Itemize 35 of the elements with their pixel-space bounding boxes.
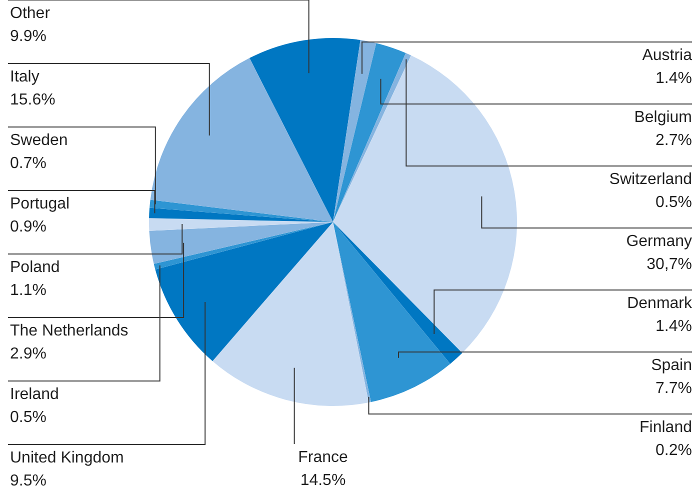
data-label: 15.6% [10, 92, 56, 108]
pie-slice [333, 222, 450, 402]
slice-label: Belgium [634, 109, 692, 126]
data-label: 7.7% [656, 380, 692, 397]
slice-label: Other [10, 5, 51, 22]
slice-label: France [298, 449, 348, 466]
slice-label: The Netherlands [10, 322, 128, 340]
data-label: 0.7% [10, 155, 46, 172]
data-label: 0.5% [10, 409, 46, 426]
slice-label: Switzerland [609, 171, 692, 188]
data-label: 9.9% [10, 28, 46, 45]
data-label: 1.4% [656, 70, 692, 87]
data-label: 1.4% [656, 318, 692, 335]
data-label: 0.2% [656, 442, 692, 459]
data-label: 2.7% [656, 132, 692, 149]
slice-label: Italy [10, 68, 40, 86]
data-label: 0.9% [10, 218, 46, 236]
slice-label: United Kingdom [10, 450, 124, 466]
slice-label: Portugal [10, 196, 70, 212]
slice-label: Poland [10, 259, 60, 276]
slice-label: Spain [651, 357, 692, 374]
slice-label: Denmark [627, 295, 693, 312]
data-label: 0.5% [656, 194, 692, 211]
data-label: 1.1% [10, 282, 46, 299]
data-label: 9.5% [10, 472, 46, 490]
pie-slice [333, 222, 462, 364]
pie-slice [150, 200, 333, 222]
slice-label: Germany [626, 233, 692, 250]
slice-label: Finland [640, 419, 692, 436]
data-label: 30,7% [646, 256, 692, 273]
slice-label: Ireland [10, 386, 59, 403]
slice-label: Sweden [10, 132, 68, 149]
data-label: 2.9% [10, 346, 46, 362]
slice-label: Austria [642, 47, 692, 64]
data-label: 14.5% [300, 472, 346, 489]
